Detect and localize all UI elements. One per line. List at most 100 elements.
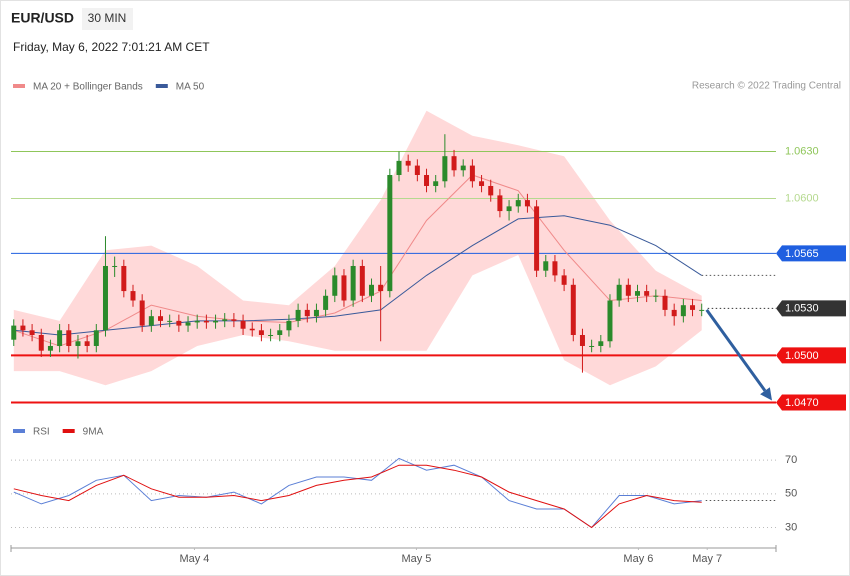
candle-body	[469, 165, 475, 182]
candle-body	[203, 320, 209, 323]
moving-average	[13, 174, 702, 347]
candle-body	[268, 335, 274, 336]
timeframe: 30 MIN	[88, 11, 127, 25]
candle-body	[240, 320, 246, 329]
legend-swatch	[13, 84, 25, 88]
candle-body	[552, 261, 558, 276]
candle-body	[625, 284, 631, 296]
candle-body	[213, 320, 219, 323]
candle-body	[350, 265, 356, 301]
candle-body	[185, 322, 191, 326]
candle-body	[121, 265, 127, 292]
legend-label: 9MA	[83, 427, 104, 438]
candle-body	[607, 300, 613, 342]
candle-body	[497, 195, 503, 212]
candle-body	[433, 181, 439, 186]
candle-body	[644, 291, 650, 296]
candle-body	[20, 325, 26, 331]
candle-body	[313, 309, 319, 317]
candle-body	[488, 185, 494, 196]
candle-body	[295, 309, 301, 321]
x-tick-label: May 5	[401, 553, 431, 565]
legend-label: RSI	[33, 427, 50, 438]
candle-body	[102, 265, 108, 331]
level-badge	[776, 394, 846, 411]
level-label: 1.0630	[785, 145, 819, 157]
moving-average	[13, 215, 702, 336]
candle-body	[84, 341, 90, 346]
candle-body	[690, 305, 696, 310]
candle-body	[442, 156, 448, 182]
candle-body	[387, 175, 393, 292]
level-label: 1.0500	[785, 350, 819, 362]
candle-body	[341, 275, 347, 301]
candle-body	[634, 291, 640, 296]
x-tick-label: May 4	[179, 553, 209, 565]
candle-body	[11, 325, 17, 340]
candle-body	[524, 200, 530, 207]
candle-body	[378, 284, 384, 292]
candle-body	[222, 319, 228, 321]
candle-body	[139, 300, 145, 326]
candle-body	[258, 330, 264, 335]
timestamp: Friday, May 6, 2022 7:01:21 AM CET	[13, 40, 210, 54]
candle-body	[543, 261, 549, 271]
candle-body	[130, 291, 136, 301]
candle-body	[671, 309, 677, 317]
credit: Research © 2022 Trading Central	[692, 81, 841, 92]
level-label: 1.0530	[785, 303, 819, 315]
candle-body	[231, 319, 237, 321]
candle-body	[47, 345, 53, 351]
candle-body	[479, 181, 485, 186]
symbol: EUR/USD	[11, 10, 74, 26]
level-badge	[776, 347, 846, 364]
level-badge	[776, 245, 846, 262]
candle-body	[579, 335, 585, 346]
candle-body	[424, 175, 430, 186]
candle-body	[167, 320, 173, 322]
candle-body	[414, 165, 420, 175]
legend-label: MA 20 + Bollinger Bands	[33, 82, 143, 93]
candle-body	[158, 316, 164, 321]
main-layer: MA 20 + Bollinger Bands MA 50 1.0630 1.0600…	[10, 82, 846, 565]
x-tick-label: May 7	[692, 553, 722, 565]
level-label: 1.0600	[785, 192, 819, 204]
bollinger-band	[13, 110, 702, 386]
candle-body	[304, 309, 310, 317]
legend-label: MA 50	[176, 82, 205, 93]
forecast-arrow	[705, 309, 767, 392]
timeframe-badge	[82, 8, 133, 30]
level-label: 1.0565	[785, 248, 819, 260]
candle-body	[653, 295, 659, 297]
candle-body	[38, 335, 44, 351]
legend-swatch	[62, 429, 75, 433]
candle-body	[515, 200, 521, 207]
candle-body	[368, 284, 374, 296]
legend-swatch	[155, 84, 168, 88]
candle-body	[323, 295, 329, 310]
candle-body	[57, 330, 63, 346]
candle-body	[112, 265, 118, 267]
legend-swatch	[13, 429, 25, 433]
candle-body	[680, 305, 686, 317]
candle-body	[506, 206, 512, 212]
candle-body	[561, 275, 567, 285]
indicator-line	[13, 464, 702, 529]
level-label: 1.0470	[785, 397, 819, 409]
candle-body	[277, 330, 283, 335]
candle-body	[460, 165, 466, 171]
candle-body	[598, 341, 604, 346]
candle-body	[75, 341, 81, 346]
candle-body	[359, 265, 365, 296]
forecast-arrow-head	[760, 387, 772, 401]
candle-body	[699, 309, 705, 311]
candle-body	[570, 284, 576, 335]
level-badge	[776, 300, 846, 317]
candle-body	[332, 275, 338, 296]
candle-body	[148, 316, 154, 326]
y-tick-label: 30	[785, 521, 797, 533]
candle-body	[249, 328, 255, 331]
candle-body	[534, 206, 540, 271]
